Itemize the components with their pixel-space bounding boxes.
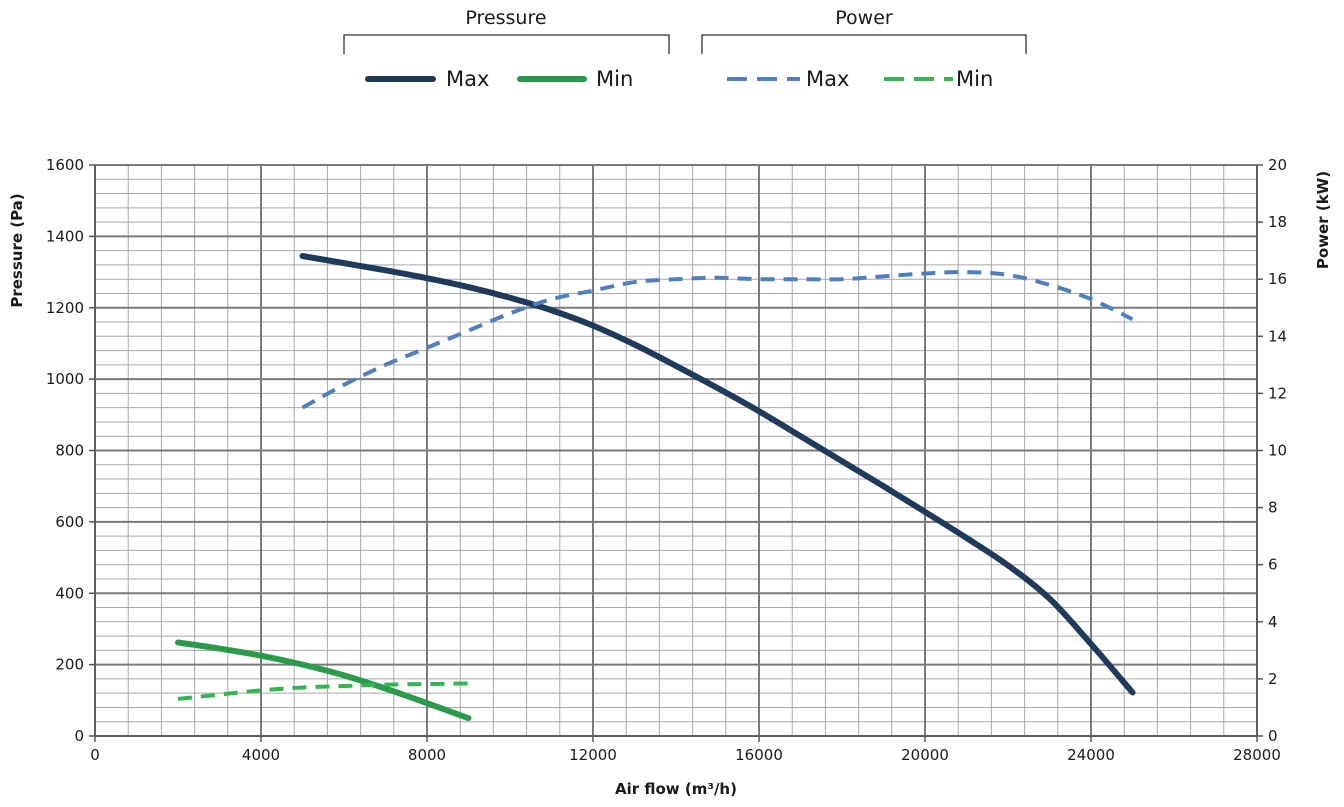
y-right-axis-title: Power (kW) [1314, 171, 1332, 269]
y-right-tick-label: 12 [1268, 384, 1287, 402]
pressure-max-series-line [299, 253, 1136, 696]
legend-group-title-pressure: Pressure [465, 7, 546, 29]
power-max-series-line [301, 270, 1134, 410]
x-tick-label: 4000 [242, 746, 280, 764]
x-tick-label: 16000 [735, 746, 783, 764]
y-left-tick-label: 1000 [46, 370, 84, 388]
x-tick-label: 20000 [901, 746, 949, 764]
pressure-min-series-line [175, 639, 472, 722]
legend: Pressure Max Min Power Max Min [343, 7, 1027, 91]
legend-group-title-power: Power [835, 7, 893, 29]
legend-label-power-min: Min [956, 67, 993, 91]
y-left-tick-label: 1600 [46, 156, 84, 174]
y-right-tick-label: 4 [1268, 613, 1278, 631]
y-right-tick-label: 2 [1268, 670, 1278, 688]
y-right-tick-label: 0 [1268, 727, 1278, 745]
legend-label-pressure-max: Max [446, 67, 489, 91]
x-tick-label: 8000 [408, 746, 446, 764]
legend-label-power-max: Max [806, 67, 849, 91]
y-right-tick-label: 6 [1268, 556, 1278, 574]
y-left-tick-label: 600 [55, 513, 84, 531]
y-left-tick-label: 1200 [46, 299, 84, 317]
y-right-tick-label: 16 [1268, 270, 1287, 288]
y-right-tick-label: 18 [1268, 213, 1287, 231]
y-left-tick-label: 800 [55, 442, 84, 460]
series [175, 253, 1136, 722]
x-tick-label: 0 [90, 746, 100, 764]
y-right-tick-label: 14 [1268, 327, 1287, 345]
y-left-axis-title: Pressure (Pa) [8, 193, 26, 307]
y-right-tick-label: 20 [1268, 156, 1287, 174]
y-right-tick-label: 8 [1268, 499, 1278, 517]
axes: 0 4000 8000 12000 16000 20000 24000 28000020040… [8, 156, 1332, 798]
legend-group-bracket [701, 34, 1027, 54]
legend-label-pressure-min: Min [596, 67, 633, 91]
y-left-tick-label: 1400 [46, 227, 84, 245]
legend-group-bracket [343, 34, 670, 54]
y-left-tick-label: 400 [55, 584, 84, 602]
y-left-tick-label: 0 [74, 727, 84, 745]
power-min-series-line [177, 681, 469, 701]
x-tick-label: 12000 [569, 746, 617, 764]
x-axis-title: Air flow (m³/h) [615, 780, 737, 798]
y-right-tick-label: 10 [1268, 442, 1287, 460]
x-tick-label: 24000 [1067, 746, 1115, 764]
grid [94, 164, 1258, 737]
y-left-tick-label: 200 [55, 656, 84, 674]
x-tick-label: 28000 [1233, 746, 1281, 764]
